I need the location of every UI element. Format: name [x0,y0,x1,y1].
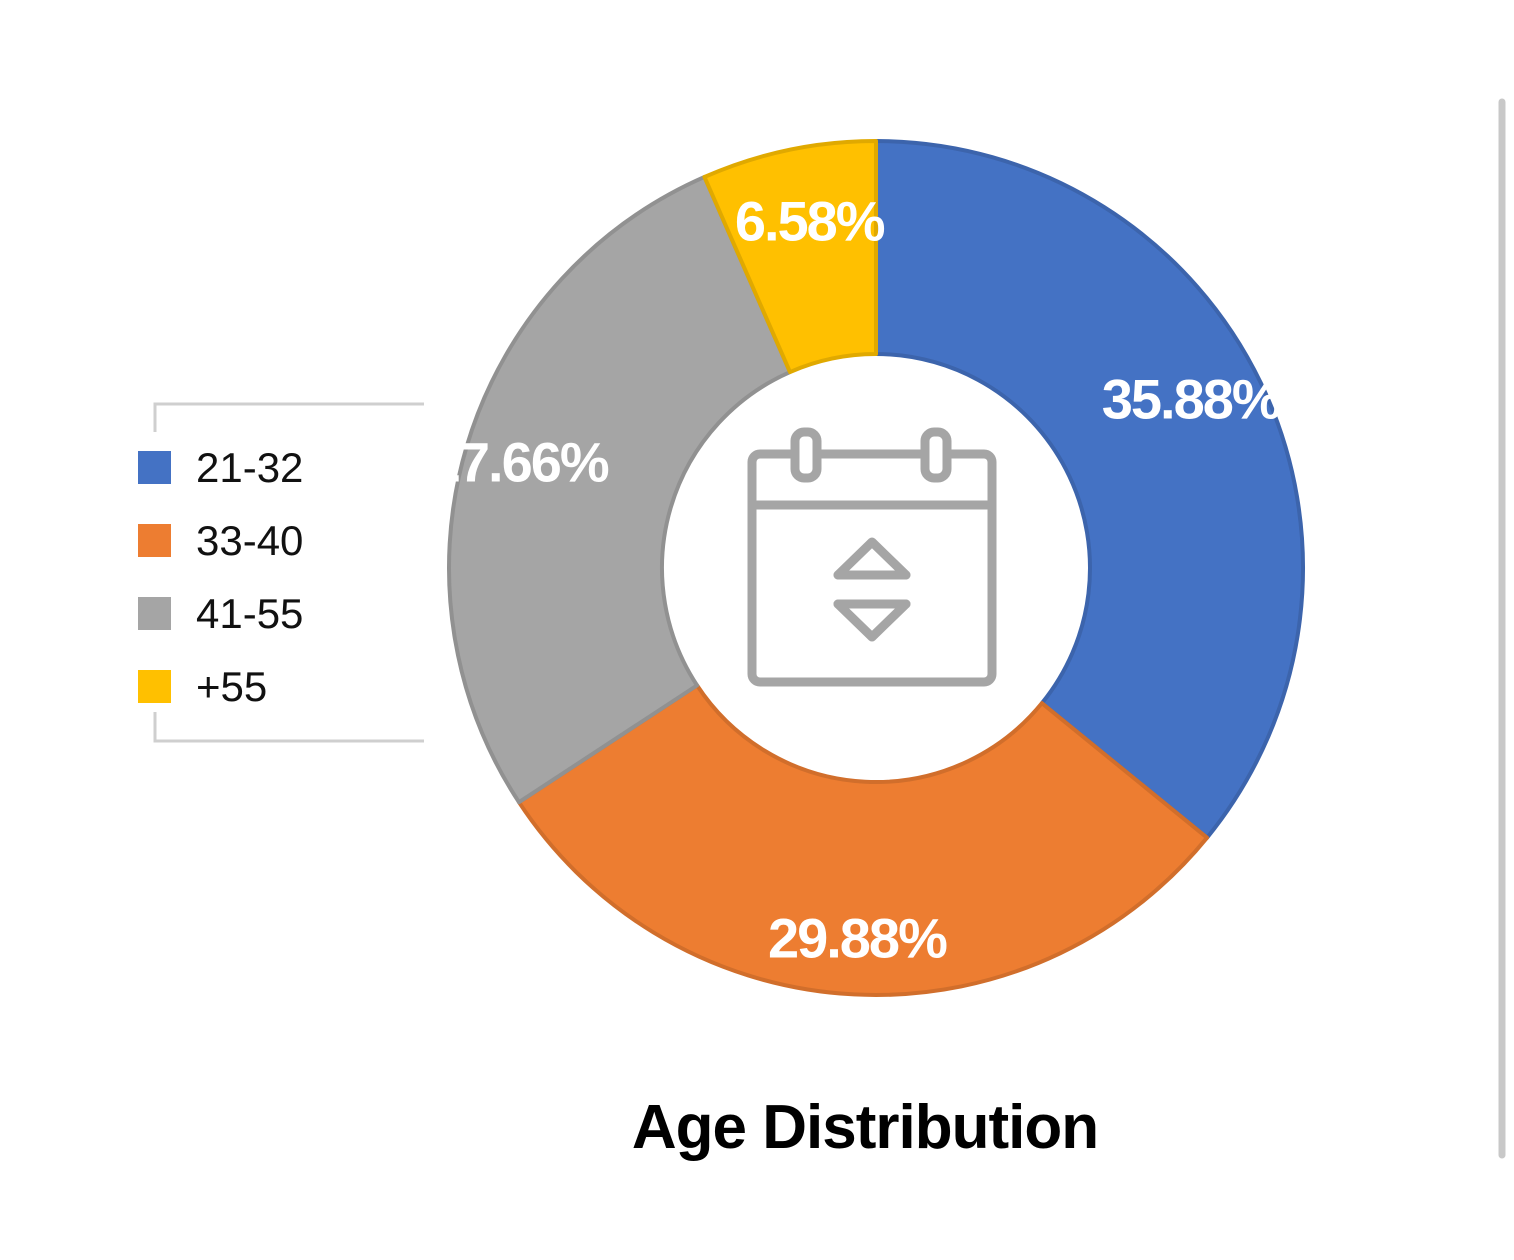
slice-21-32 [874,139,1305,840]
slice-33-40 [516,683,1210,997]
slice-+55 [702,139,878,375]
slice-41-55 [447,174,793,805]
legend-label-41-55: 41-55 [196,590,303,637]
legend-swatch-41-55 [138,597,171,630]
calendar-sort-icon [747,427,997,687]
donut-slices [447,139,1305,997]
slice-label-33-40: 29.88% [768,907,947,970]
legend-swatch-21-32 [138,451,171,484]
legend-bracket-bottom [153,712,424,743]
legend-label-33-40: 33-40 [196,517,303,564]
legend-swatch-+55 [138,670,171,703]
legend-swatch-33-40 [138,524,171,557]
legend-bracket-top [153,402,424,432]
slice-label-+55: 6.58% [735,189,885,252]
slice-label-21-32: 35.88% [1102,367,1281,430]
legend-label-21-32: 21-32 [196,444,303,491]
chart-title: Age Distribution [632,1093,1098,1162]
slice-labels: 35.88% 29.88% 27.66% 6.58% [430,189,1283,970]
legend: 21-32 33-40 41-55 +55 [138,402,424,743]
legend-label-+55: +55 [196,663,267,710]
slice-label-41-55: 27.66% [430,431,609,494]
